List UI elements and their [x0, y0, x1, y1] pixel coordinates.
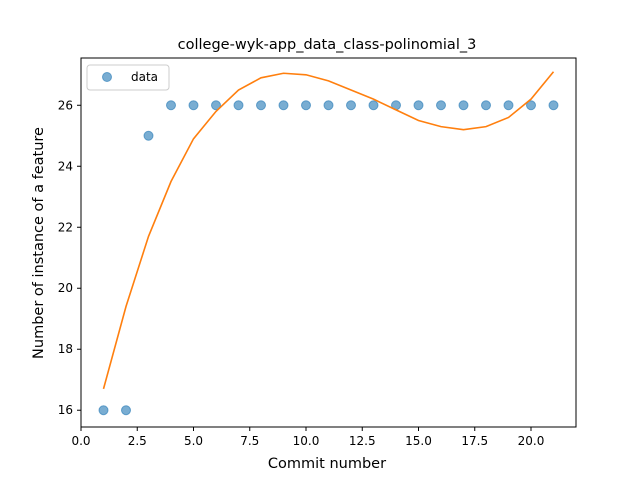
x-tick-label: 5.0: [184, 434, 203, 448]
fit-line: [102, 71, 555, 390]
x-axis-label: Commit number: [268, 456, 386, 472]
data-point: [526, 100, 536, 111]
legend-marker-data: [102, 72, 112, 82]
data-point: [346, 100, 356, 111]
data-point: [211, 100, 221, 111]
data-point: [121, 405, 131, 416]
data-point: [256, 100, 266, 111]
x-tick-label: 0.0: [71, 434, 90, 448]
axes: 0.0 2.5 5.0 7.5 10.0 12.5 15.0 17.5 20.0 16 18 20 22…: [58, 57, 577, 448]
data-point: [98, 405, 109, 416]
y-tick-label: 26: [58, 98, 73, 112]
data-point: [323, 100, 334, 111]
x-tick-label: 10.0: [293, 434, 320, 448]
legend-label-data: data: [131, 70, 158, 84]
y-tick-label: 16: [58, 403, 73, 417]
y-tick-label: 22: [58, 220, 73, 234]
y-tick-label: 24: [58, 159, 73, 173]
data-point: [481, 100, 491, 111]
data-point: [458, 100, 469, 111]
chart-title: college-wyk-app_data_class-polinomial_3: [178, 37, 477, 53]
data-point: [368, 100, 379, 111]
x-tick-label: 7.5: [240, 434, 259, 448]
x-tick-label: 15.0: [405, 434, 432, 448]
data-point: [436, 100, 446, 111]
legend-box: [86, 64, 170, 91]
x-tick-label: 12.5: [349, 434, 376, 448]
data-point: [188, 100, 199, 111]
data-point: [503, 100, 514, 111]
data-point: [413, 100, 424, 111]
y-tick-label: 20: [58, 281, 73, 295]
data-point: [548, 100, 559, 111]
data-point: [233, 100, 244, 111]
data-point: [166, 100, 176, 111]
data-point: [278, 100, 289, 111]
axes-frame: [80, 57, 577, 428]
y-tick-label: 18: [58, 342, 73, 356]
x-tick-label: 17.5: [461, 434, 488, 448]
data-point: [143, 130, 154, 141]
x-tick-label: 20.0: [518, 434, 545, 448]
legend: data: [86, 64, 170, 91]
data-point: [301, 100, 311, 111]
x-tick-label: 2.5: [128, 434, 147, 448]
plot-area: [98, 71, 559, 416]
y-axis-label: Number of instance of a feature: [31, 127, 47, 359]
